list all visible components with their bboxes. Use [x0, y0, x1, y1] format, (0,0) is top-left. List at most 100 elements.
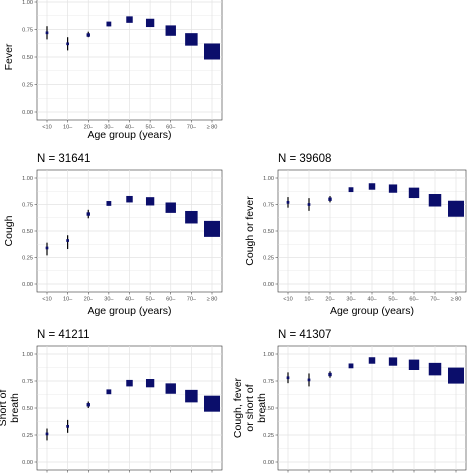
y-tick-label: 0.50 [263, 229, 274, 235]
x-tick-label: 50– [388, 297, 398, 303]
y-axis-label: Short ofbreath [0, 390, 21, 427]
x-tick-label: 70– [187, 125, 197, 131]
data-point [204, 220, 220, 237]
y-tick-label: 0.75 [22, 203, 33, 209]
x-tick-label: 30– [104, 125, 114, 131]
data-point [428, 194, 442, 207]
y-axis-label: Cough, feveror short ofbreath [232, 377, 268, 438]
x-tick-label: 10– [63, 125, 73, 131]
y-tick-label: 0.50 [263, 406, 274, 412]
x-tick-label: 70– [430, 297, 440, 303]
y-axis-label: Cough or fever [244, 196, 256, 266]
data-point [448, 367, 464, 384]
data-point [388, 184, 398, 193]
data-point [165, 25, 176, 36]
data-point [448, 200, 464, 217]
x-tick-label: ≥ 80 [451, 297, 462, 303]
y-tick-label: 0.00 [263, 460, 274, 466]
y-tick-label: 0.75 [22, 28, 33, 34]
y-tick-label: 0.25 [22, 256, 33, 262]
x-axis-label: Age group (years) [87, 129, 171, 141]
data-point [106, 201, 112, 206]
x-tick-label: 30– [346, 297, 356, 303]
data-point [307, 203, 311, 206]
y-tick-label: 1.00 [22, 176, 33, 182]
data-point [86, 33, 90, 37]
data-point [408, 359, 420, 370]
y-tick-label: 0.50 [22, 229, 33, 235]
data-point [328, 372, 332, 377]
x-tick-label: 70– [187, 297, 197, 303]
x-tick-label: ≥ 80 [207, 297, 218, 303]
x-tick-label: 20– [84, 297, 94, 303]
y-tick-label: 0.00 [22, 460, 33, 466]
panel-title: N = 41307 [278, 329, 331, 341]
x-tick-label: ≥ 80 [207, 125, 218, 131]
y-axis-label-line: Cough [3, 215, 15, 246]
y-axis-label-line: Short of [0, 390, 9, 427]
data-point [126, 16, 133, 23]
data-point [185, 33, 198, 46]
data-point [368, 183, 376, 190]
panel-title: N = 41211 [37, 329, 90, 341]
x-tick-label: 10– [304, 297, 314, 303]
panel-3: 0.00 0.25 0.50 0.75 1.00 <10 10– 20– 30– 40– 50– 60… [244, 153, 467, 317]
panel-title: N = 39608 [278, 153, 331, 165]
y-tick-label: 0.25 [22, 83, 33, 89]
y-axis-label-line: Fever [3, 43, 15, 70]
data-point [408, 187, 420, 199]
y-tick-label: 0.00 [263, 282, 274, 288]
y-tick-label: 0.00 [22, 282, 33, 288]
x-tick-label: 40– [125, 125, 135, 131]
data-point [106, 389, 112, 395]
panel-1: 0.00 0.25 0.50 0.75 1.00 <10 10– 20– 30– 40– 50– 60… [3, 0, 223, 141]
y-tick-label: 0.75 [22, 379, 33, 385]
panel-4: 0.000.250.500.751.00<1010–20–30–40–50–60… [0, 329, 223, 473]
y-tick-label: 1.00 [22, 352, 33, 358]
x-tick-label: 50– [145, 297, 155, 303]
panel-title: N = 31641 [37, 153, 90, 165]
y-tick-label: 0.75 [263, 379, 274, 385]
data-point [165, 383, 176, 394]
x-axis-label: Age group (years) [330, 305, 414, 317]
data-point [185, 389, 198, 403]
y-tick-label: 1.00 [22, 0, 33, 6]
data-point [145, 18, 155, 28]
y-tick-label: 1.00 [263, 176, 274, 182]
x-axis-label: Age group (years) [87, 305, 171, 317]
x-tick-label: 40– [367, 297, 377, 303]
data-point [307, 378, 311, 382]
y-axis-label: Fever [3, 43, 15, 70]
x-tick-label: 60– [166, 125, 176, 131]
y-tick-label: 0.25 [22, 433, 33, 439]
data-point [45, 31, 49, 35]
x-tick-label: 40– [125, 297, 135, 303]
data-point [86, 403, 90, 407]
data-point [388, 357, 398, 366]
y-tick-label: 0.25 [263, 433, 274, 439]
y-tick-label: 0.00 [22, 110, 33, 116]
data-point [66, 425, 69, 428]
data-point [286, 376, 290, 380]
data-point [145, 197, 155, 206]
data-point [185, 210, 198, 224]
y-tick-label: 0.75 [263, 203, 274, 209]
y-tick-label: 1.00 [263, 352, 274, 358]
x-tick-label: 30– [104, 297, 114, 303]
data-point [204, 43, 220, 60]
data-point [145, 379, 155, 388]
data-point [286, 201, 290, 204]
panel-5: 0.000.250.500.751.00<1010–20–30–40–50–60… [232, 329, 467, 473]
data-point [328, 197, 332, 201]
data-point [45, 246, 49, 250]
x-tick-label: 20– [84, 125, 94, 131]
x-tick-label: 60– [409, 297, 419, 303]
data-point [66, 239, 69, 242]
x-tick-label: 20– [325, 297, 335, 303]
y-tick-label: 0.50 [22, 406, 33, 412]
data-point [106, 21, 112, 27]
x-tick-label: <10 [42, 297, 52, 303]
data-point [165, 202, 176, 213]
y-axis-label-line: breath [9, 393, 21, 423]
data-point [428, 362, 442, 376]
